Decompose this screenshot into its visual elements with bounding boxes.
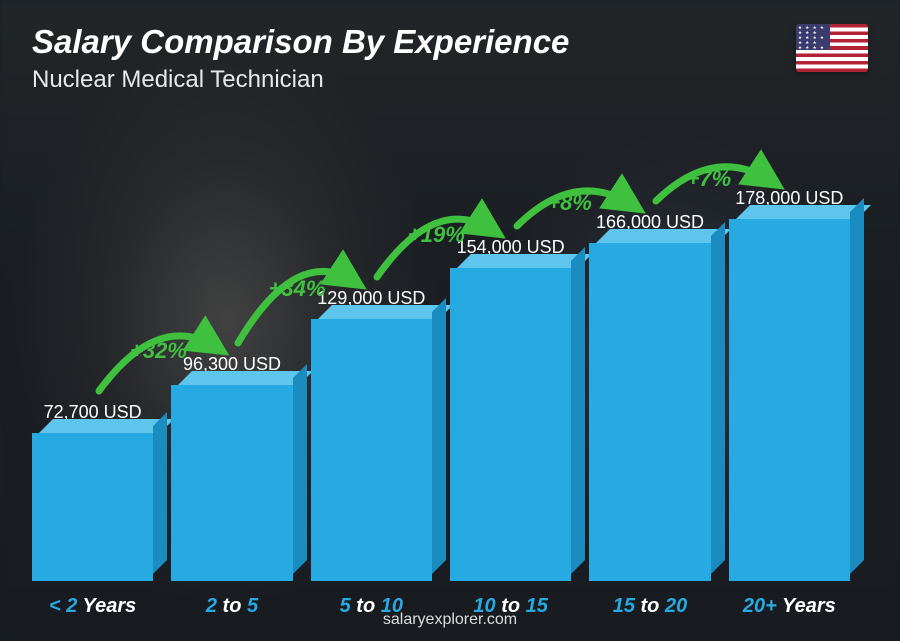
growth-percent: +7% xyxy=(687,166,732,192)
bar xyxy=(32,433,153,581)
bar-chart: 72,700 USD< 2 Years96,300 USD2 to 5129,0… xyxy=(32,115,850,581)
chart-subtitle: Nuclear Medical Technician xyxy=(32,66,776,94)
bar-column: 129,000 USD5 to 10 xyxy=(311,288,432,581)
bar-column: 178,000 USD20+ Years xyxy=(729,188,850,581)
bar xyxy=(589,243,710,581)
bar-column: 154,000 USD10 to 15 xyxy=(450,237,571,581)
infographic-container: Salary Comparison By Experience Nuclear … xyxy=(0,0,900,641)
bar-column: 166,000 USD15 to 20 xyxy=(589,212,710,581)
bar-column: 96,300 USD2 to 5 xyxy=(171,354,292,581)
flag-icon xyxy=(796,24,868,72)
bar xyxy=(311,319,432,581)
growth-percent: +8% xyxy=(547,190,592,216)
title-block: Salary Comparison By Experience Nuclear … xyxy=(32,24,776,94)
bar xyxy=(729,219,850,581)
bar xyxy=(171,385,292,581)
header: Salary Comparison By Experience Nuclear … xyxy=(32,24,868,94)
chart-title: Salary Comparison By Experience xyxy=(32,24,776,60)
bar xyxy=(450,268,571,581)
bar-column: 72,700 USD< 2 Years xyxy=(32,402,153,581)
footer-attribution: salaryexplorer.com xyxy=(0,611,900,629)
